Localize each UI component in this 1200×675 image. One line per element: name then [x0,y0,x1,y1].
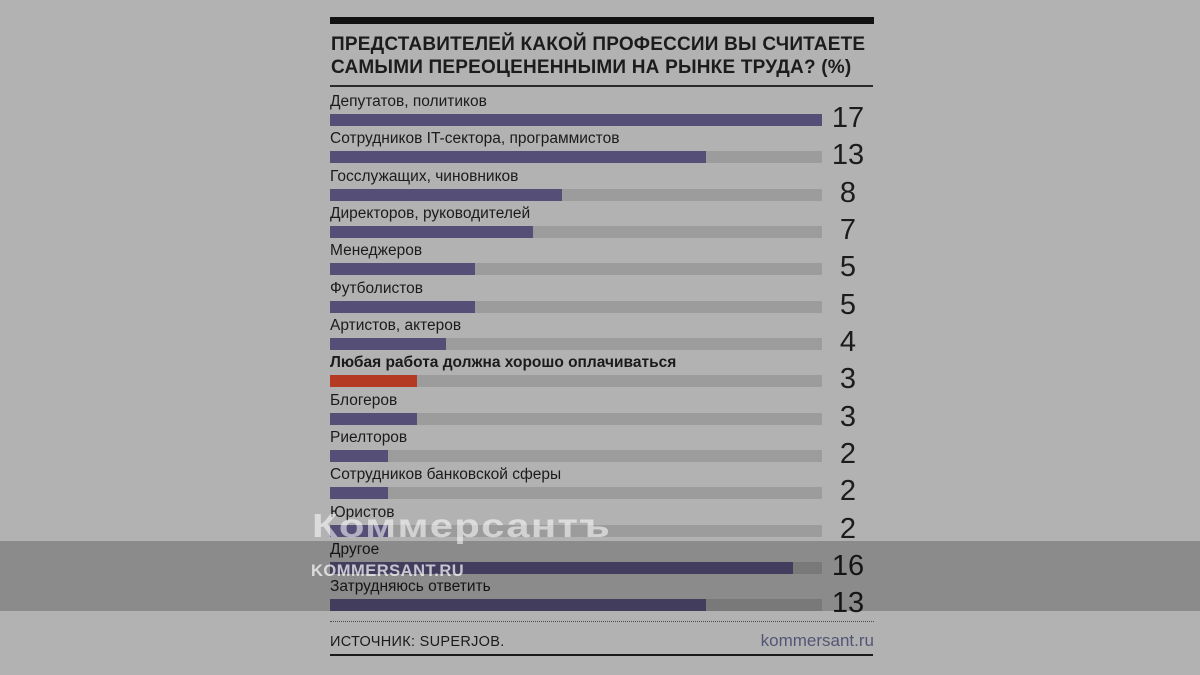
bar-fill [330,524,388,537]
row-value: 5 [839,288,857,321]
bar-fill [330,300,475,313]
bar-track [330,338,822,351]
top-accent-bar [330,17,874,24]
row-label: Менеджеров [330,242,423,260]
watermark-band [0,541,1200,611]
bottom-divider [330,654,873,656]
row-value: 16 [831,550,865,583]
kommersant-url-watermark: KOMMERSANT.RU [311,562,465,580]
bar-fill [330,375,417,388]
bar-track [330,226,822,239]
chart-row: Артистов, актеров 4 [330,316,874,357]
chart-row: Футболистов 5 [330,279,874,320]
row-label: Депутатов, политиков [330,93,487,110]
bar-track [330,562,822,575]
chart-row: Затрудняюсь ответить 13 [330,577,874,618]
site-label: kommersant.ru [760,631,874,650]
chart-row: Риелторов 2 [330,428,874,469]
row-value: 5 [839,251,857,284]
bar-fill [330,338,446,351]
chart-row: Госслужащих, чиновников 8 [330,167,874,208]
bar-fill [330,562,794,575]
row-label: Другое [330,541,380,559]
chart-title: ПРЕДСТАВИТЕЛЕЙ КАКОЙ ПРОФЕССИИ ВЫ СЧИТАЕ… [331,33,875,79]
row-label: Юристов [330,503,395,521]
bar-track [330,263,822,276]
chart-title-line1: ПРЕДСТАВИТЕЛЕЙ КАКОЙ ПРОФЕССИИ ВЫ СЧИТАЕ… [331,34,866,55]
chart-title-line2: САМЫМИ ПЕРЕОЦЕНЕННЫМИ НА РЫНКЕ ТРУДА? (%… [331,57,852,78]
chart-row: Юристов 2 [330,503,874,544]
chart-row: Менеджеров 5 [330,241,874,282]
bar-track [330,487,822,500]
bar-fill [330,599,707,612]
chart-footer: ИСТОЧНИК: SUPERJOB. kommersant.ru [330,621,874,651]
row-label: Любая работа должна хорошо оплачиваться [330,354,677,372]
row-label: Артистов, актеров [330,317,462,335]
chart-row: Другое 16 [330,540,874,581]
bar-fill [330,114,822,126]
chart-row: Депутатов, политиков 17 [330,92,874,133]
chart-row: Сотрудников банковской сферы 2 [330,465,874,506]
bar-track [330,375,822,388]
row-value: 3 [839,363,857,396]
row-label: Госслужащих, чиновников [330,167,519,185]
chart-row: Блогеров 3 [330,391,874,432]
row-label: Футболистов [330,279,424,297]
bar-track [330,188,822,201]
chart-row: Любая работа должна хорошо оплачиваться 3 [330,353,874,394]
bar-track [330,114,822,126]
bar-fill [330,450,388,463]
row-value: 13 [831,587,865,620]
bar-track [330,412,822,425]
row-label: Сотрудников банковской сферы [330,466,562,484]
bar-fill [330,487,388,500]
row-value: 8 [839,176,857,209]
bar-fill [330,412,417,425]
row-value: 2 [839,475,857,508]
title-divider [330,85,873,87]
row-value: 2 [839,438,857,471]
row-label: Блогеров [330,391,398,409]
bar-track [330,524,822,537]
bar-rows-container: Депутатов, политиков 17 Сотрудников IT-сек… [330,92,874,618]
bar-track [330,599,822,612]
bar-track [330,300,822,313]
bar-track [330,151,822,164]
row-value: 7 [839,214,857,247]
row-label: Затрудняюсь ответить [330,578,491,596]
row-value: 3 [839,400,857,433]
source-label: ИСТОЧНИК: SUPERJOB. [330,634,505,650]
row-value: 17 [831,102,865,134]
chart-panel: ПРЕДСТАВИТЕЛЕЙ КАКОЙ ПРОФЕССИИ ВЫ СЧИТАЕ… [330,0,874,675]
bar-fill [330,151,707,164]
row-value: 4 [839,326,857,359]
bar-fill [330,263,475,276]
chart-row: Директоров, руководителей 7 [330,204,874,245]
row-value: 13 [831,139,865,172]
bar-fill [330,226,533,239]
row-value: 2 [839,512,857,545]
chart-row: Сотрудников IT-сектора, программистов 13 [330,129,874,170]
kommersant-logo-watermark: Коммерсантъ [312,507,612,544]
row-label: Директоров, руководителей [330,205,531,223]
row-label: Сотрудников IT-сектора, программистов [330,130,620,148]
bar-fill [330,188,562,201]
bar-track [330,450,822,463]
row-label: Риелторов [330,429,408,447]
